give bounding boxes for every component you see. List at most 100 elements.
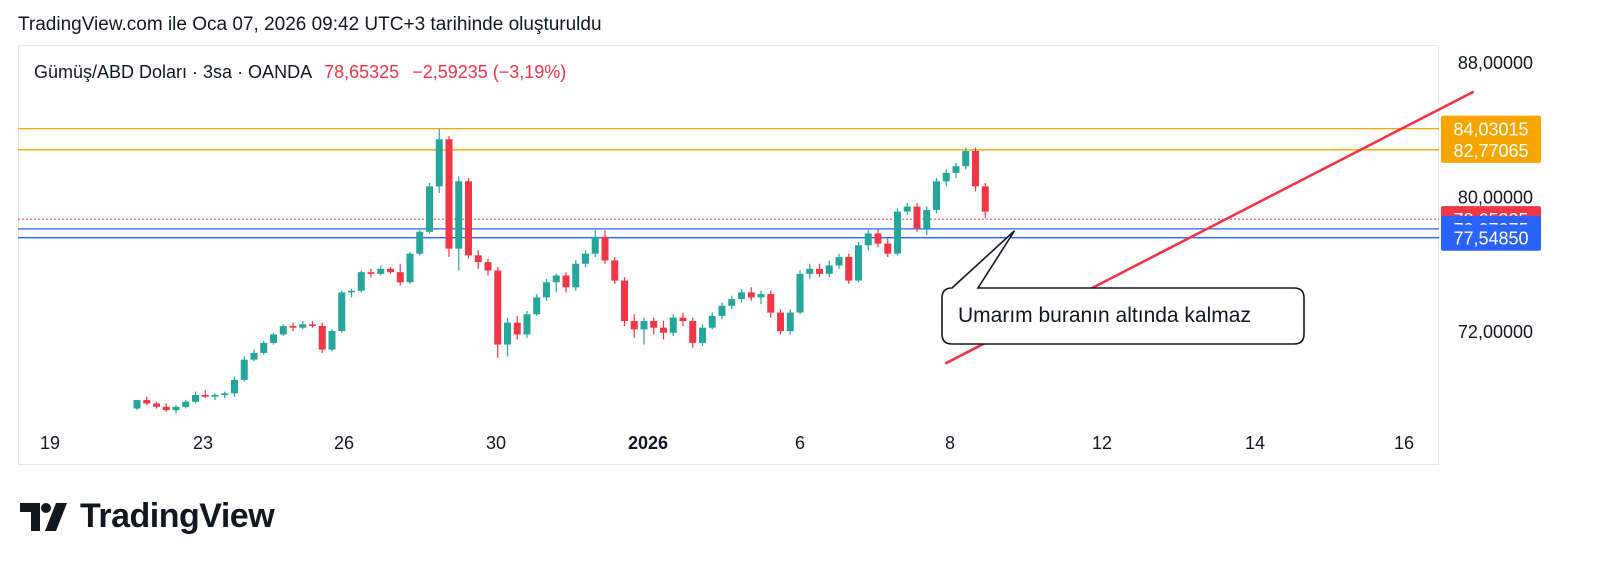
candle[interactable]	[621, 277, 628, 327]
candle[interactable]	[708, 312, 716, 330]
candle[interactable]	[231, 376, 238, 397]
candle[interactable]	[474, 250, 482, 269]
candle-body	[796, 273, 804, 313]
candle[interactable]	[757, 290, 765, 305]
candle[interactable]	[884, 238, 892, 258]
candle[interactable]	[504, 317, 511, 357]
snapshot-caption: TradingView.com ile Oca 07, 2026 09:42 U…	[18, 14, 602, 35]
candle[interactable]	[767, 290, 775, 318]
candle[interactable]	[933, 177, 940, 214]
candle[interactable]	[250, 349, 258, 362]
candle[interactable]	[747, 287, 755, 301]
candle[interactable]	[387, 267, 394, 274]
candle[interactable]	[260, 341, 268, 355]
candle[interactable]	[786, 309, 794, 335]
candle[interactable]	[972, 147, 979, 192]
candle[interactable]	[942, 169, 950, 187]
candle[interactable]	[796, 270, 804, 315]
candle[interactable]	[338, 290, 346, 333]
candle[interactable]	[835, 253, 843, 269]
candle[interactable]	[162, 403, 170, 412]
candle[interactable]	[864, 230, 872, 251]
candle[interactable]	[377, 265, 385, 276]
candle-body	[523, 314, 531, 335]
candle[interactable]	[738, 289, 745, 303]
candle[interactable]	[728, 295, 736, 310]
candle[interactable]	[845, 253, 853, 284]
candle[interactable]	[513, 315, 521, 340]
candle[interactable]	[318, 322, 326, 353]
candle-body	[513, 322, 521, 335]
y-tick-label: 88,00000	[1458, 53, 1533, 73]
candle-body	[289, 326, 297, 328]
candle[interactable]	[777, 309, 784, 335]
candle[interactable]	[348, 289, 355, 298]
candle[interactable]	[689, 317, 697, 348]
candle-body	[299, 324, 307, 328]
candle[interactable]	[543, 278, 550, 301]
candle[interactable]	[357, 270, 365, 293]
candle-body	[201, 395, 209, 397]
candle[interactable]	[309, 320, 316, 328]
candle[interactable]	[455, 176, 463, 271]
candle[interactable]	[679, 312, 687, 327]
candle[interactable]	[572, 260, 580, 291]
candle[interactable]	[552, 273, 560, 293]
candle[interactable]	[874, 228, 882, 247]
candle[interactable]	[435, 129, 443, 194]
candle[interactable]	[367, 268, 375, 278]
candle[interactable]	[201, 389, 209, 399]
candle[interactable]	[855, 241, 862, 283]
candle[interactable]	[289, 322, 297, 332]
candle[interactable]	[270, 332, 277, 345]
candle[interactable]	[523, 310, 531, 338]
candle[interactable]	[825, 260, 833, 278]
candle[interactable]	[640, 317, 648, 345]
candle[interactable]	[494, 267, 502, 359]
candle[interactable]	[582, 250, 589, 268]
candle[interactable]	[562, 272, 570, 293]
candle[interactable]	[650, 317, 658, 335]
candle-body	[757, 294, 765, 298]
candle-body	[426, 186, 433, 232]
candle[interactable]	[172, 405, 180, 414]
candle[interactable]	[221, 391, 229, 399]
candle[interactable]	[806, 263, 814, 279]
candle[interactable]	[669, 314, 677, 337]
candle[interactable]	[299, 320, 307, 330]
candle[interactable]	[816, 263, 823, 278]
candle[interactable]	[143, 396, 151, 406]
candle[interactable]	[133, 400, 141, 411]
candle[interactable]	[396, 263, 404, 286]
candle[interactable]	[153, 401, 160, 409]
candle[interactable]	[611, 257, 619, 284]
candle[interactable]	[279, 324, 287, 337]
candle[interactable]	[981, 182, 989, 219]
candle[interactable]	[211, 393, 219, 401]
candle[interactable]	[894, 208, 901, 256]
candle[interactable]	[426, 182, 433, 234]
candle[interactable]	[660, 320, 667, 340]
candle[interactable]	[533, 294, 541, 316]
candle[interactable]	[416, 230, 424, 256]
candle[interactable]	[484, 258, 492, 276]
candle[interactable]	[182, 400, 190, 409]
candle[interactable]	[406, 251, 414, 284]
candle[interactable]	[699, 324, 706, 347]
x-tick-label: 19	[40, 433, 60, 453]
candle[interactable]	[923, 206, 931, 236]
candle[interactable]	[718, 302, 726, 320]
candle[interactable]	[192, 391, 199, 404]
candle[interactable]	[903, 203, 911, 215]
candle[interactable]	[445, 135, 453, 258]
candle[interactable]	[601, 230, 609, 264]
candle[interactable]	[630, 314, 638, 338]
candle[interactable]	[962, 147, 970, 170]
candle[interactable]	[240, 356, 248, 382]
candle[interactable]	[913, 203, 921, 232]
candle[interactable]	[591, 230, 599, 258]
candle[interactable]	[952, 162, 960, 178]
candle[interactable]	[328, 329, 336, 352]
candle[interactable]	[465, 177, 472, 259]
